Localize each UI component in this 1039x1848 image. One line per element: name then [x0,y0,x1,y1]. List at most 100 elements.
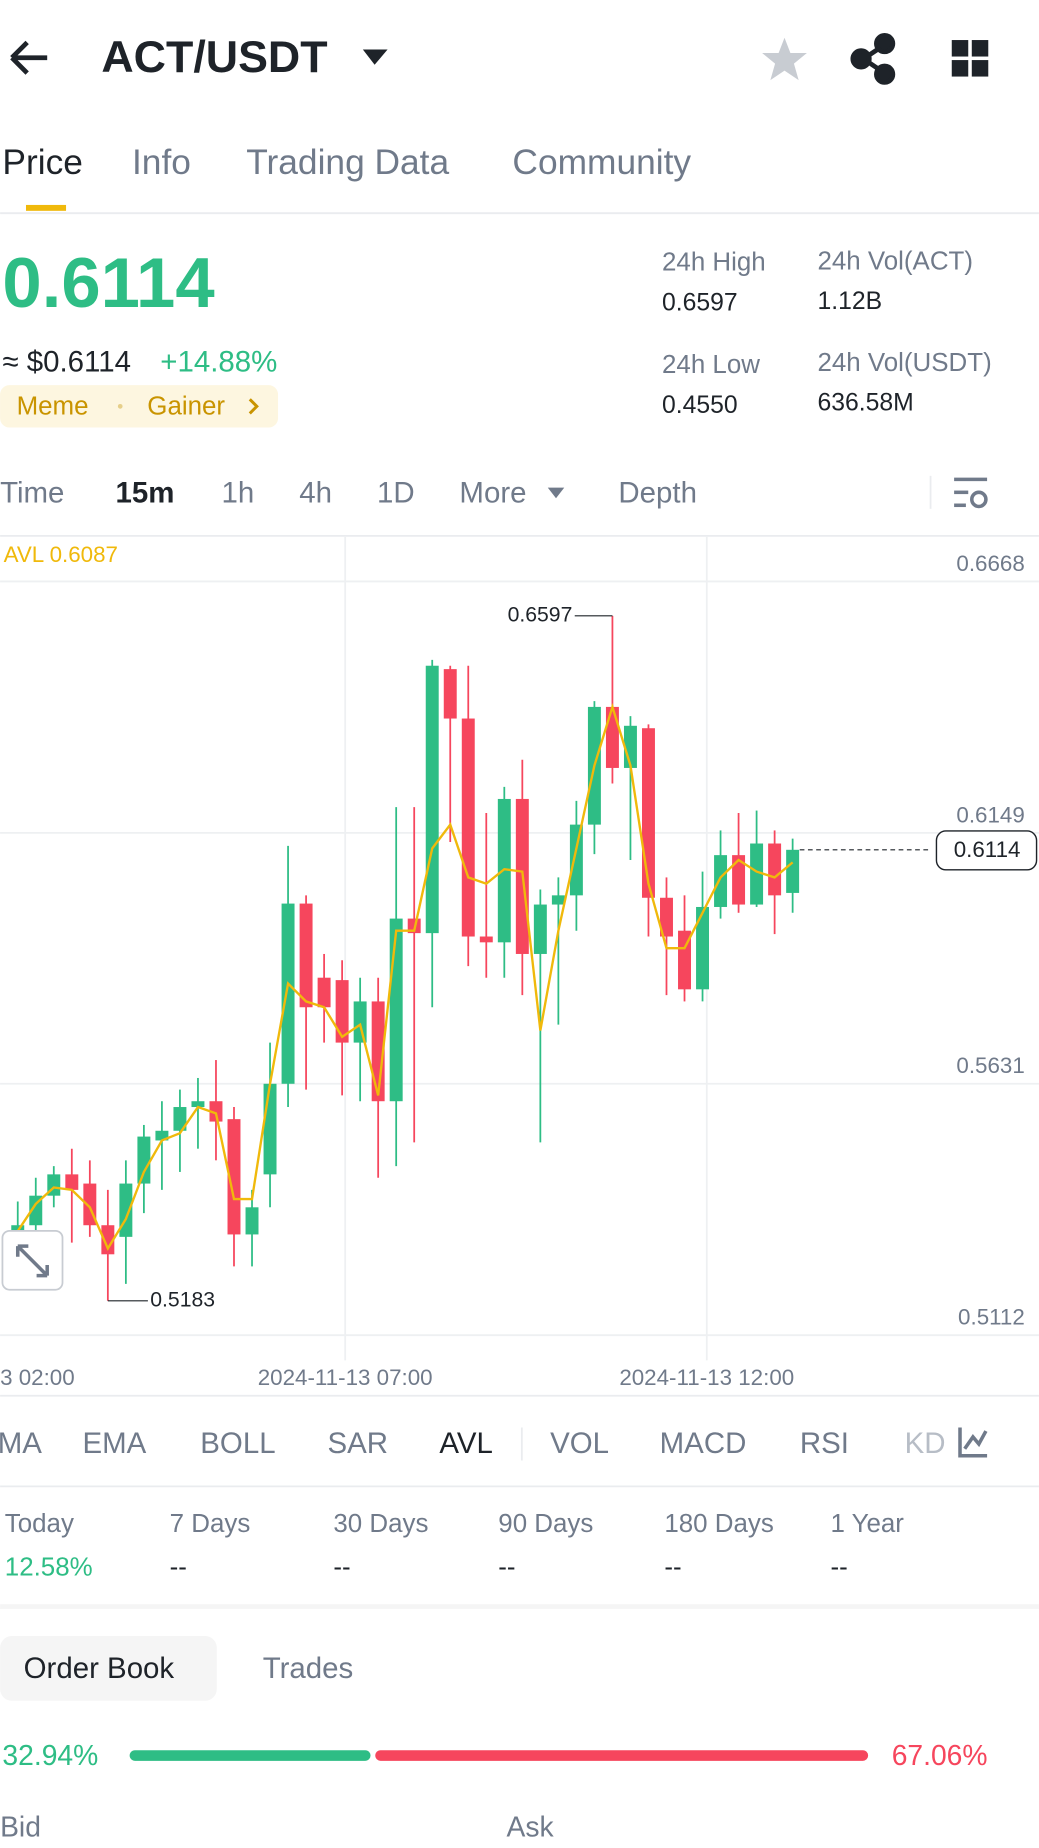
divider [0,1604,1039,1609]
tag-box[interactable] [0,385,279,428]
interval[interactable]: 15m [116,476,175,509]
candle-body [696,906,710,990]
perf-value: -- [830,1554,847,1582]
chart-settings-icon[interactable] [954,477,988,509]
interval[interactable]: More [459,476,526,509]
indicator[interactable]: KD [905,1427,946,1460]
last-price-label: 0.6114 [954,837,1021,862]
more-caret[interactable] [547,487,565,499]
indicator[interactable]: RSI [800,1427,849,1460]
perf-label: 180 Days [664,1510,773,1538]
indicator[interactable]: MA [0,1427,42,1460]
candle-body [479,936,493,943]
candle-body [786,849,800,893]
tab[interactable]: Community [512,143,691,182]
perf-value: -- [333,1554,350,1582]
pair-caret[interactable] [362,49,388,65]
last-price-box [935,830,1038,871]
candle-body [29,1195,43,1226]
indicator-chart-icon[interactable] [958,1427,988,1458]
column-header: Ask [507,1811,555,1843]
tab[interactable]: Info [132,143,191,182]
candle-body [678,930,691,990]
tab[interactable]: Price [2,143,82,182]
candle-body [299,903,313,1008]
candle-body [660,897,673,937]
candle-body [425,665,439,934]
y-tick-label: 0.6149 [956,802,1024,827]
indicator[interactable]: MACD [660,1427,747,1460]
bid-ratio: 32.94% [2,1739,98,1771]
indicator[interactable]: AVL [439,1427,492,1460]
x-tick-label: 3 02:00 [0,1365,75,1390]
perf-label: 30 Days [333,1510,428,1538]
stat-label: 24h Low [662,351,760,379]
stat-value: 0.6597 [662,289,738,316]
candle-body [263,1083,277,1175]
last-price: 0.6114 [2,243,214,322]
pair-title[interactable]: ACT/USDT [101,32,327,82]
bid-bar [129,1750,371,1761]
back-button[interactable] [10,40,48,75]
x-tick-label: 2024-11-13 12:00 [619,1365,794,1390]
candle-body [335,980,349,1043]
order-tab[interactable]: Order Book [24,1652,175,1685]
candle-body [641,728,655,898]
candle-body [191,1101,205,1108]
favorite-icon[interactable] [762,37,807,81]
y-tick-label: 0.5112 [958,1305,1025,1330]
perf-value: -- [170,1554,187,1582]
tag-chevron [248,398,259,415]
indicator[interactable]: SAR [328,1427,389,1460]
tag[interactable]: Meme [17,392,89,420]
y-tick-label: 0.6668 [956,551,1024,576]
stat-value: 636.58M [817,390,913,417]
candle-body [65,1174,79,1190]
interval[interactable]: Time [0,476,64,509]
candle-body [173,1107,187,1131]
candle-body [461,718,475,937]
x-tick-label: 2024-11-13 07:00 [258,1365,433,1390]
interval[interactable]: 1D [377,476,415,509]
tag-separator [117,403,123,409]
candle-body [209,1101,223,1122]
y-tick-label: 0.5631 [956,1053,1024,1078]
grid-icon[interactable] [951,40,989,77]
price-change: +14.88% [160,346,277,379]
perf-label: 1 Year [830,1510,904,1538]
candle-body [768,843,782,896]
tab[interactable]: Trading Data [246,143,449,182]
candle-body [389,918,403,1102]
perf-value: -- [498,1554,515,1582]
interval[interactable]: 4h [299,476,332,509]
stat-label: 24h Vol(USDT) [817,349,991,377]
candle-body [605,706,619,768]
column-header: Bid [0,1811,41,1843]
ask-ratio: 67.06% [892,1739,988,1771]
candle-body [533,904,547,954]
indicator[interactable]: BOLL [200,1427,275,1460]
expand-icon[interactable] [1,1229,64,1291]
candle-body [245,1207,259,1235]
candle-body [317,977,331,1008]
avl-line [16,702,794,1252]
perf-value: 12.58% [5,1554,93,1582]
tag[interactable]: Gainer [147,392,225,420]
candle-body [732,855,746,905]
interval[interactable]: 1h [222,476,255,509]
order-tab[interactable]: Trades [263,1652,354,1685]
perf-label: 90 Days [498,1510,593,1538]
perf-value: -- [664,1554,681,1582]
indicator[interactable]: EMA [83,1427,147,1460]
usd-price: ≈ $0.6114 [2,346,131,379]
interval[interactable]: Depth [618,476,697,509]
order-book-tab-bg[interactable] [0,1635,217,1701]
stat-value: 0.4550 [662,392,738,419]
candle-body [101,1225,115,1255]
avl-label: AVL 0.6087 [4,542,118,567]
candle-body [155,1130,169,1141]
stat-value: 1.12B [817,288,882,315]
candle-body [551,895,565,905]
indicator[interactable]: VOL [550,1427,609,1460]
share-icon[interactable] [850,32,896,85]
